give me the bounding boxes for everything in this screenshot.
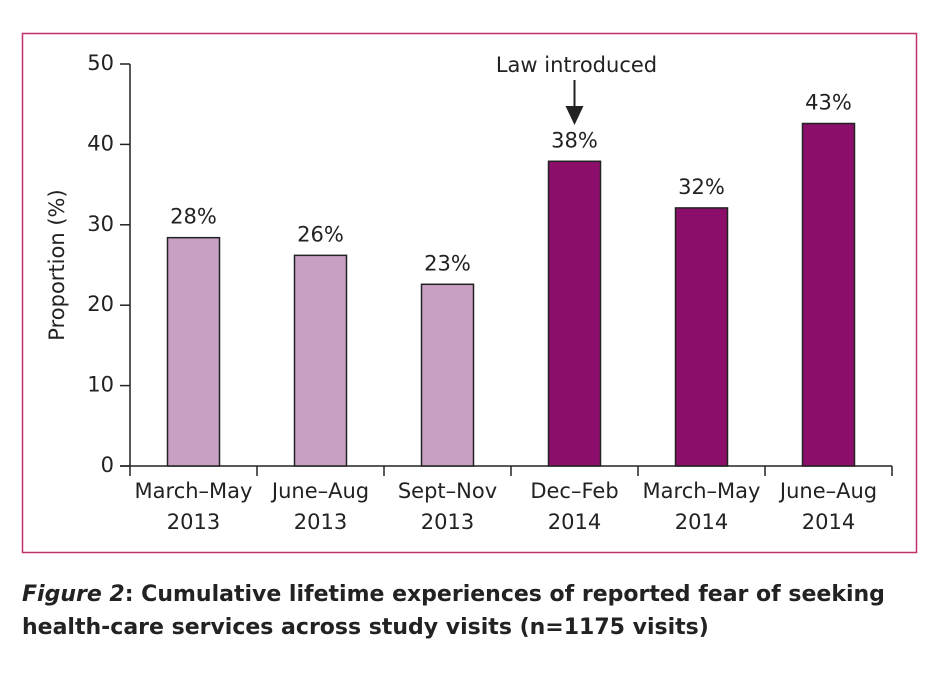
- y-tick-label: 0: [101, 453, 114, 477]
- annotation-arrowhead: [565, 106, 584, 125]
- x-tick-label: 2013: [421, 510, 474, 534]
- caption-label: Figure 2: [22, 582, 125, 607]
- bar: [547, 160, 602, 467]
- x-tick-label: March–May: [135, 479, 253, 503]
- caption-text: : Cumulative lifetime experiences of rep…: [22, 582, 885, 640]
- caption: Figure 2: Cumulative lifetime experience…: [22, 578, 912, 644]
- value-label: 28%: [170, 205, 217, 229]
- bar: [166, 236, 221, 467]
- value-label: 26%: [297, 222, 344, 246]
- y-tick-label: 20: [87, 292, 114, 316]
- y-tick-label: 30: [87, 212, 114, 236]
- value-label: 38%: [551, 128, 598, 152]
- x-tick-label: Dec–Feb: [530, 479, 618, 503]
- x-tick-label: March–May: [643, 479, 761, 503]
- bar: [801, 122, 856, 467]
- x-tick-label: 2013: [167, 510, 220, 534]
- value-label: 23%: [424, 251, 471, 275]
- y-axis-label: Proportion (%): [45, 189, 69, 340]
- value-label: 32%: [678, 175, 725, 199]
- bar: [420, 283, 475, 467]
- bar: [293, 254, 348, 467]
- annotation: Law introduced: [496, 53, 657, 77]
- x-tick-label: 2014: [548, 510, 601, 534]
- y-tick-label: 40: [87, 131, 114, 155]
- frame: [21, 32, 918, 554]
- x-tick-label: 2013: [294, 510, 347, 534]
- value-label: 43%: [805, 90, 852, 114]
- y-tick-label: 10: [87, 373, 114, 397]
- x-tick-label: Sept–Nov: [398, 479, 497, 503]
- x-tick-label: June–Aug: [778, 479, 877, 503]
- x-tick-label: June–Aug: [270, 479, 369, 503]
- x-tick-label: 2014: [675, 510, 728, 534]
- bar: [674, 207, 729, 467]
- y-tick-label: 50: [87, 51, 114, 75]
- x-tick-label: 2014: [802, 510, 855, 534]
- chart: Proportion (%) 0 10 20 30 40 50 March–May 2013 2…: [21, 32, 918, 554]
